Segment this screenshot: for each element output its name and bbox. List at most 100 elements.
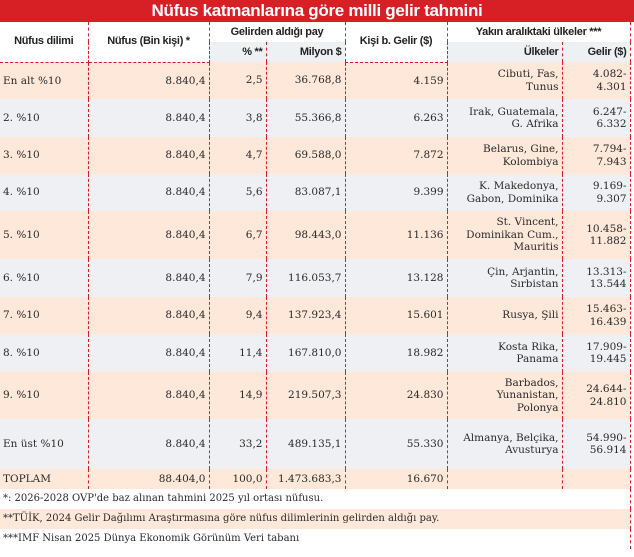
cell-ulkeler-line: Polonya: [516, 401, 559, 414]
total-empty: [447, 469, 563, 489]
cell-ulkeler-line: Almanya, Belçika,: [463, 431, 559, 444]
cell-gelir-line: 15.463-: [586, 303, 627, 315]
cell-dilim: 7. %10: [0, 297, 89, 334]
total-nufus: 88.404,0: [88, 469, 210, 489]
total-milyon: 1.473.683,3: [266, 469, 346, 489]
cell-milyon: 489.135,1: [266, 419, 346, 469]
table-row: 7. %10 8.840,4 9,4 137.923,4 15.601 Rusya, Şi…: [0, 297, 631, 334]
cell-nufus: 8.840,4: [88, 259, 210, 297]
footnote: **TÜİK, 2024 Gelir Dağılımı Araştırmasın…: [0, 509, 631, 529]
cell-gelir-line: 56.914: [589, 444, 627, 456]
table-row: 6. %10 8.840,4 7,9 116.053,7 13.128 Çin, Arja…: [0, 259, 631, 297]
cell-dilim: En üst %10: [0, 419, 89, 469]
cell-nufus: 8.840,4: [88, 99, 210, 137]
cell-pct: 2,5: [209, 62, 267, 99]
cell-ulkeler-line: Yunanistan,: [496, 389, 559, 402]
cell-pct: 9,4: [209, 297, 267, 334]
cell-kisi: 6.263: [345, 99, 448, 137]
cell-gelir-line: 11.882: [589, 235, 627, 247]
cell-ulkeler-line: Gabon, Dominika: [466, 192, 559, 205]
cell-kisi: 11.136: [345, 211, 448, 259]
cell-ulkeler-line: St. Vincent,: [496, 216, 559, 229]
cell-ulkeler: St. Vincent, Dominikan Cum., Mauritis: [447, 211, 563, 259]
cell-milyon: 98.443,0: [266, 211, 346, 259]
cell-gelir: 17.909- 19.445: [562, 334, 631, 372]
cell-ulkeler: Rusya, Şili: [447, 297, 563, 334]
cell-dilim: 6. %10: [0, 259, 89, 297]
cell-gelir: 7.794- 7.943: [562, 137, 631, 174]
table-row: 4. %10 8.840,4 5,6 83.087,1 9.399 K. Makedony…: [0, 174, 631, 211]
cell-gelir-line: 9.169-: [592, 180, 627, 192]
cell-gelir: 10.458- 11.882: [562, 211, 631, 259]
header-pct: % **: [209, 42, 267, 62]
cell-nufus: 8.840,4: [88, 372, 210, 419]
cell-pct: 7,9: [209, 259, 267, 297]
table-row: 3. %10 8.840,4 4,7 69.588,0 7.872 Belarus, Gi…: [0, 137, 631, 174]
cell-gelir-line: 6.332: [596, 118, 627, 130]
cell-milyon: 137.923,4: [266, 297, 346, 334]
cell-ulkeler: Almanya, Belçika, Avusturya: [447, 419, 563, 469]
cell-ulkeler: Cibuti, Fas, Tunus: [447, 62, 563, 99]
cell-nufus: 8.840,4: [88, 62, 210, 99]
cell-kisi: 55.330: [345, 419, 448, 469]
cell-milyon: 167.810,0: [266, 334, 346, 372]
cell-ulkeler-line: Cibuti, Fas,: [497, 68, 559, 80]
cell-pct: 14,9: [209, 372, 267, 419]
cell-milyon: 36.768,8: [266, 62, 346, 99]
cell-gelir: 6.247- 6.332: [562, 99, 631, 137]
cell-ulkeler: Çin, Arjantin, Sırbistan: [447, 259, 563, 297]
cell-ulkeler-line: Avusturya: [505, 444, 559, 456]
cell-gelir: 24.644- 24.810: [562, 372, 631, 419]
cell-ulkeler: Irak, Guatemala, G. Afrika: [447, 99, 563, 137]
cell-ulkeler-line: Kosta Rika,: [498, 340, 559, 353]
cell-gelir-line: 7.943: [596, 155, 627, 168]
page-title: Nüfus katmanlarına göre milli gelir tahm…: [0, 0, 634, 22]
cell-ulkeler: Belarus, Gine, Kolombiya: [447, 137, 563, 174]
cell-kisi: 18.982: [345, 334, 448, 372]
cell-nufus: 8.840,4: [88, 211, 210, 259]
cell-nufus: 8.840,4: [88, 174, 210, 211]
cell-nufus: 8.840,4: [88, 419, 210, 469]
table-row: En üst %10 8.840,4 33,2 489.135,1 55.330 Alma…: [0, 419, 631, 469]
cell-pct: 4,7: [209, 137, 267, 174]
cell-gelir-line: 54.990-: [586, 431, 627, 444]
header-nufus: Nüfus (Bin kişi) *: [88, 22, 210, 63]
cell-pct: 33,2: [209, 419, 267, 469]
cell-ulkeler-line: Belarus, Gine,: [483, 143, 559, 155]
cell-dilim: En alt %10: [0, 62, 89, 99]
header-ulkeler: Ülkeler: [447, 42, 563, 62]
table-row: En alt %10 8.840,4 2,5 36.768,8 4.159 Cibuti,…: [0, 62, 631, 99]
cell-gelir-line: 17.909-: [586, 340, 627, 353]
header-pay: Gelirden aldığı pay: [209, 22, 346, 42]
cell-dilim: 9. %10: [0, 372, 89, 419]
cell-ulkeler-line: Kolombiya: [502, 155, 559, 168]
table-row: 5. %10 8.840,4 6,7 98.443,0 11.136 St. Vincen…: [0, 211, 631, 259]
cell-kisi: 15.601: [345, 297, 448, 334]
cell-ulkeler-line: G. Afrika: [511, 118, 559, 130]
cell-gelir: 15.463- 16.439: [562, 297, 631, 334]
cell-gelir-line: 10.458-: [586, 222, 627, 235]
header-milyon: Milyon $: [266, 42, 346, 62]
cell-ulkeler-line: Tunus: [525, 80, 559, 93]
cell-gelir-line: 24.810: [589, 395, 627, 408]
table-row: 2. %10 8.840,4 3,8 55.366,8 6.263 Irak, Guate…: [0, 99, 631, 137]
cell-nufus: 8.840,4: [88, 137, 210, 174]
cell-pct: 11,4: [209, 334, 267, 372]
cell-gelir: 13.313- 13.544: [562, 259, 631, 297]
cell-gelir-line: 13.544: [589, 278, 627, 290]
cell-gelir: 9.169- 9.307: [562, 174, 631, 211]
cell-ulkeler: K. Makedonya, Gabon, Dominika: [447, 174, 563, 211]
total-kisi: 16.670: [345, 469, 448, 489]
footnote: *: 2026-2028 OVP'de baz alınan tahmini 2…: [0, 489, 631, 509]
cell-gelir-line: 9.307: [596, 192, 627, 205]
cell-pct: 6,7: [209, 211, 267, 259]
table-row: 8. %10 8.840,4 11,4 167.810,0 18.982 Kosta Ri…: [0, 334, 631, 372]
cell-ulkeler: Kosta Rika, Panama: [447, 334, 563, 372]
cell-milyon: 83.087,1: [266, 174, 346, 211]
cell-gelir: 54.990- 56.914: [562, 419, 631, 469]
cell-gelir-line: 24.644-: [586, 383, 627, 395]
cell-ulkeler: Barbados, Yunanistan, Polonya: [447, 372, 563, 419]
cell-milyon: 219.507,3: [266, 372, 346, 419]
cell-ulkeler-line: Mauritis: [513, 241, 559, 254]
cell-dilim: 5. %10: [0, 211, 89, 259]
